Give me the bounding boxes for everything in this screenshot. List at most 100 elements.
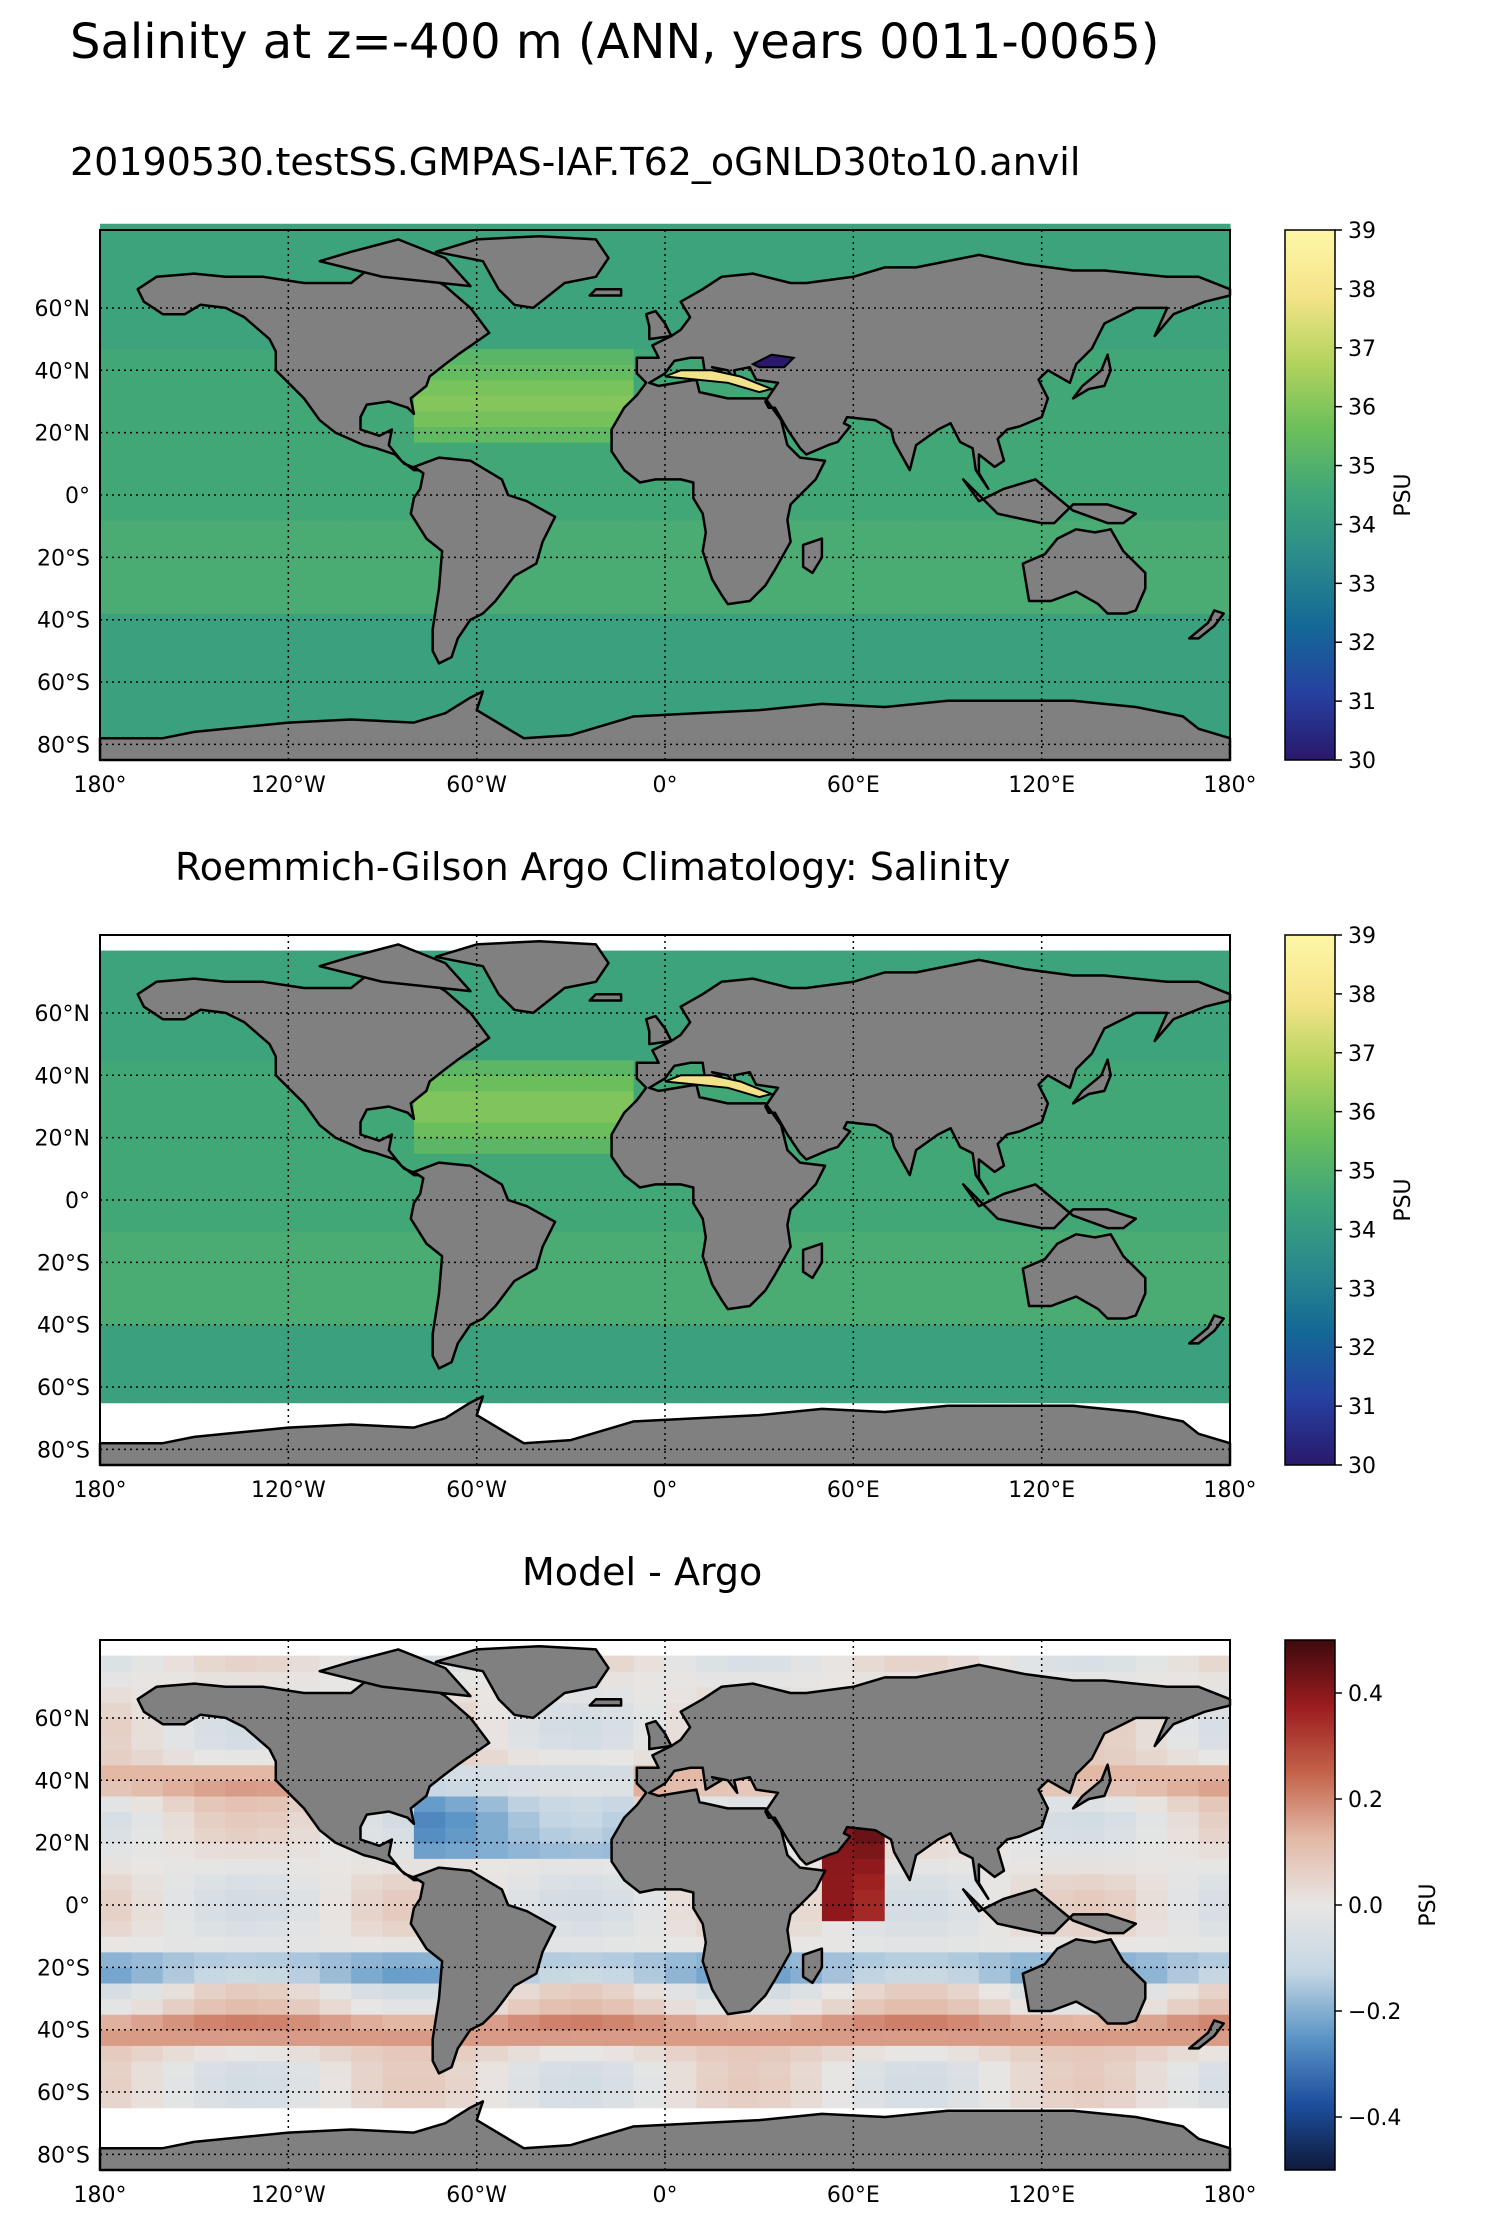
ocean-cell xyxy=(288,223,321,240)
ocean-cell xyxy=(727,2014,760,2031)
ocean-cell xyxy=(382,1371,415,1388)
ocean-cell xyxy=(100,1998,132,2015)
ocean-cell xyxy=(162,488,195,505)
ocean-cell xyxy=(319,691,352,708)
ocean-cell xyxy=(225,691,258,708)
colorbar-tick-label: 34 xyxy=(1348,1218,1376,1243)
ocean-cell xyxy=(602,488,635,505)
ocean-cell xyxy=(131,660,164,677)
ocean-cell xyxy=(194,519,227,537)
ocean-cell xyxy=(633,660,666,677)
ocean-cell xyxy=(602,1293,635,1310)
ocean-cell xyxy=(1073,1387,1106,1404)
ocean-cell xyxy=(194,2076,227,2093)
ocean-cell xyxy=(916,582,949,599)
ocean-cell xyxy=(790,1215,823,1232)
ocean-cell xyxy=(570,597,603,615)
ocean-cell xyxy=(978,1998,1011,2015)
ocean-cell xyxy=(853,1858,886,1875)
ocean-cell xyxy=(100,1920,132,1937)
ocean-cell xyxy=(319,1153,352,1170)
ocean-cell xyxy=(288,1671,321,1688)
ocean-cell xyxy=(853,2076,886,2093)
ocean-cell xyxy=(1135,1090,1168,1108)
ocean-cell xyxy=(131,239,164,256)
ocean-cell xyxy=(508,2045,541,2062)
ocean-cell xyxy=(351,1293,384,1310)
ocean-cell xyxy=(382,410,415,428)
land-japan xyxy=(1071,1763,1112,1810)
ocean-cell xyxy=(225,1982,258,2000)
ocean-cell xyxy=(225,1920,258,1937)
ocean-cell xyxy=(1104,348,1137,365)
ocean-cell xyxy=(1167,1951,1200,1968)
ocean-cell xyxy=(884,1293,917,1310)
ocean-cell xyxy=(131,2045,164,2062)
ocean-cell xyxy=(884,629,917,646)
ocean-cell xyxy=(570,1168,603,1186)
ocean-cell xyxy=(1135,395,1168,412)
ocean-cell xyxy=(1135,551,1168,568)
ocean-cell xyxy=(476,1106,509,1123)
ocean-cell xyxy=(256,426,289,443)
ocean-cell xyxy=(319,535,352,552)
ocean-cell xyxy=(821,966,854,983)
ocean-cell xyxy=(319,551,352,568)
ocean-cell xyxy=(821,613,854,630)
ocean-cell xyxy=(790,1920,823,1937)
ocean-cell xyxy=(256,1122,289,1139)
ocean-cell xyxy=(1041,1153,1074,1170)
ocean-cell xyxy=(947,1951,980,1968)
colorbar-tick-label: 38 xyxy=(1348,983,1376,1008)
ocean-cell xyxy=(665,519,697,537)
ocean-cell xyxy=(508,1153,541,1170)
ocean-cell xyxy=(1198,1780,1231,1797)
ocean-cell xyxy=(1135,950,1168,967)
ocean-cell xyxy=(225,1655,258,1672)
ocean-cell xyxy=(131,566,164,583)
ocean-cell xyxy=(696,2045,729,2062)
ocean-cell xyxy=(131,597,164,615)
ocean-cell xyxy=(194,1106,227,1123)
ocean-cell xyxy=(759,675,792,693)
ocean-cell xyxy=(1135,1951,1168,1968)
ocean-cell xyxy=(1167,1780,1200,1797)
ocean-cell xyxy=(539,1371,572,1388)
ocean-cell xyxy=(225,1122,258,1139)
ocean-cell xyxy=(539,2014,572,2031)
ocean-cell xyxy=(539,2076,572,2093)
ocean-cell xyxy=(602,566,635,583)
ocean-cell xyxy=(1135,426,1168,443)
ocean-cell xyxy=(131,1889,164,1906)
ocean-cell xyxy=(633,535,666,552)
ocean-cell xyxy=(508,1371,541,1388)
ocean-cell xyxy=(602,1795,635,1813)
ocean-cell xyxy=(508,2014,541,2031)
ocean-cell xyxy=(131,442,164,459)
ocean-cell xyxy=(162,950,195,967)
ocean-cell xyxy=(1104,1168,1137,1186)
ocean-cell xyxy=(570,566,603,583)
ocean-cell xyxy=(1041,1168,1074,1186)
ocean-cell xyxy=(382,488,415,505)
ocean-cell xyxy=(978,2014,1011,2031)
ocean-cell xyxy=(162,707,195,724)
colorbar-label: PSU xyxy=(1391,473,1416,516)
ocean-cell xyxy=(225,1671,258,1688)
ocean-cell xyxy=(884,2076,917,2093)
ocean-cell xyxy=(225,426,258,443)
ocean-cell xyxy=(256,1951,289,1968)
ocean-cell xyxy=(539,1764,572,1781)
ocean-cell xyxy=(633,1889,666,1906)
ocean-cell xyxy=(916,1277,949,1295)
ocean-cell xyxy=(194,1215,227,1232)
ocean-cell xyxy=(539,379,572,396)
ocean-cell xyxy=(225,1951,258,1968)
ocean-cell xyxy=(413,1137,446,1154)
ocean-cell xyxy=(696,254,729,272)
land-masses xyxy=(98,234,1232,762)
ocean-cell xyxy=(602,644,635,661)
ocean-cell xyxy=(539,2045,572,2062)
ocean-cell xyxy=(1167,1858,1200,1875)
ocean-cell xyxy=(225,519,258,537)
